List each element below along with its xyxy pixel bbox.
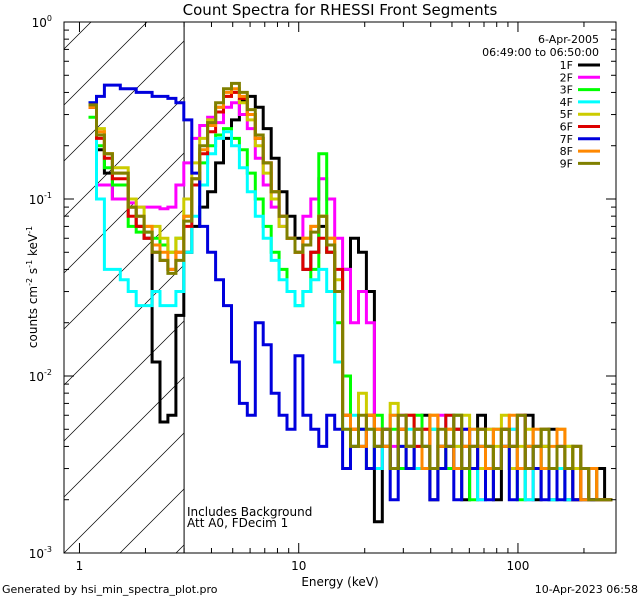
legend-time-range: 06:49:00 to 06:50:00 — [482, 46, 599, 59]
y-axis-label: counts cm-2 s-1 keV-1 — [25, 226, 40, 348]
legend-label-9F: 9F — [560, 157, 573, 170]
x-tick-label: 10 — [291, 559, 306, 573]
hatch-line — [64, 432, 185, 553]
hatch-line — [64, 40, 185, 162]
hatch-line — [64, 96, 185, 218]
footer-generated-by: Generated by hsi_min_spectra_plot.pro — [2, 583, 218, 596]
x-tick-label: 100 — [507, 559, 530, 573]
hatch-line — [64, 208, 185, 330]
legend-date: 6-Apr-2005 — [538, 33, 599, 46]
axis-ticks: 1 10 100 100 10-1 10-2 10-3 — [29, 14, 616, 573]
footer-timestamp: 10-Apr-2023 06:58 — [534, 583, 638, 596]
chart-title: Count Spectra for RHESSI Front Segments — [183, 1, 498, 19]
y-tick-label: 10-3 — [29, 545, 52, 561]
hatch-line — [64, 376, 185, 498]
hatch-line — [64, 264, 185, 386]
y-tick-label: 10-2 — [29, 368, 52, 384]
series-9F — [88, 81, 613, 502]
hatch-line — [64, 22, 92, 50]
series-7F — [88, 83, 613, 502]
legend-label-4F: 4F — [560, 96, 573, 109]
plot-frame — [63, 21, 617, 554]
legend-label-2F: 2F — [560, 71, 573, 84]
x-tick-label: 1 — [76, 559, 84, 573]
annotation-background: Includes Background — [187, 505, 312, 519]
hatch-line — [64, 152, 185, 274]
x-axis-label: Energy (keV) — [301, 575, 378, 589]
legend-label-5F: 5F — [560, 108, 573, 121]
legend-label-1F: 1F — [560, 59, 573, 72]
series-8F — [88, 87, 613, 502]
legend-label-6F: 6F — [560, 121, 573, 134]
y-tick-label: 100 — [32, 14, 52, 30]
legend-label-8F: 8F — [560, 145, 573, 158]
annotation-attenuator: Att A0, FDecim 1 — [187, 516, 288, 530]
y-tick-label: 10-1 — [29, 191, 52, 207]
legend-label-3F: 3F — [560, 84, 573, 97]
hatch-line — [64, 22, 148, 106]
legend-label-7F: 7F — [560, 133, 573, 146]
series-group — [88, 81, 613, 524]
